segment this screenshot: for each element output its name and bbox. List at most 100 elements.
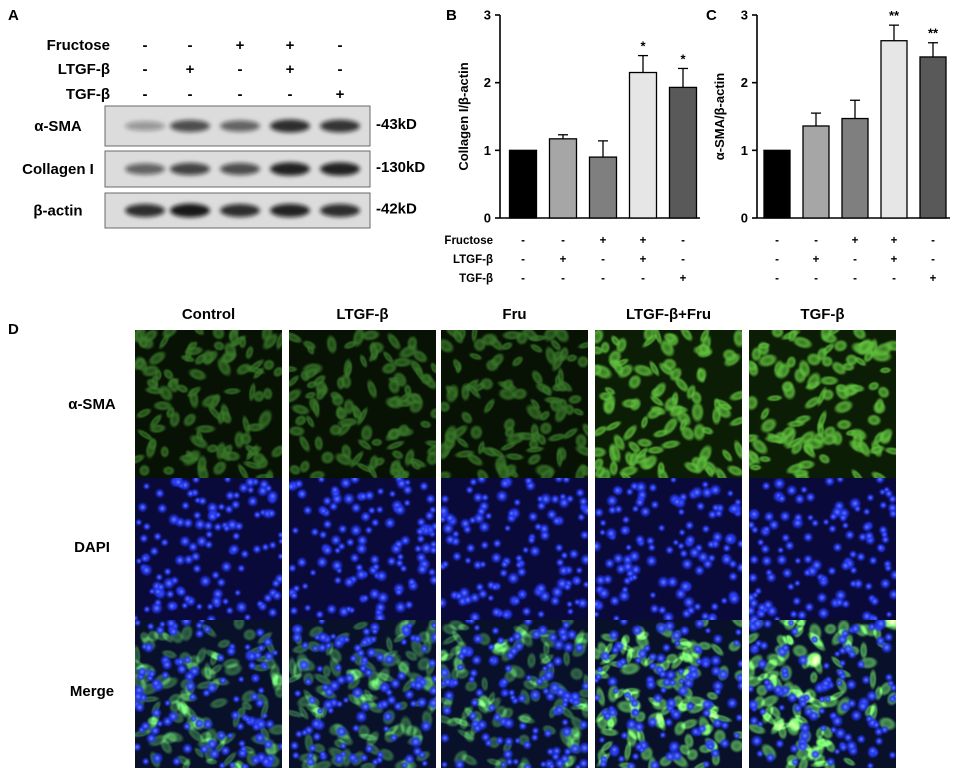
condition-label: LTGF-β — [453, 254, 493, 266]
panel-letter-b: B — [446, 7, 457, 24]
condition-label: Fructose — [444, 235, 493, 247]
minus-sign: - — [775, 254, 779, 266]
column-header-ltgf: LTGF-β — [336, 306, 389, 323]
merge-image-tgf — [749, 620, 896, 768]
plus-sign: + — [336, 86, 345, 103]
blot-band — [270, 119, 310, 133]
plus-sign: + — [813, 254, 820, 266]
condition-label: Fructose — [47, 37, 110, 54]
blot-strip — [104, 192, 371, 229]
y-tick-label: 1 — [484, 143, 491, 158]
y-axis-label: α-SMA/β-actin — [712, 73, 727, 160]
minus-sign: - — [143, 86, 148, 103]
molecular-weight-label: -42kD — [376, 201, 417, 218]
blot-band — [270, 203, 310, 218]
dapi-image-ltgf — [289, 478, 436, 620]
western-blot-panel: Fructose - - + + - LTGF-β - + - + - TGF-β - - - - + α-SMA -… — [22, 37, 425, 229]
collagen-bar-chart: 0 1 2 3 Collagen I/β-actin * * Fructose - - + + - LTG… — [444, 8, 700, 285]
minus-sign: - — [238, 61, 243, 78]
plus-sign: + — [640, 254, 647, 266]
bar — [588, 156, 618, 219]
plus-sign: + — [891, 254, 898, 266]
minus-sign: - — [853, 254, 857, 266]
plus-sign: + — [852, 235, 859, 247]
plus-sign: + — [560, 254, 567, 266]
panel-letter-a: A — [8, 7, 19, 24]
minus-sign: - — [681, 254, 685, 266]
minus-sign: - — [561, 235, 565, 247]
minus-sign: - — [521, 235, 525, 247]
alpha-sma-image-control — [135, 330, 282, 478]
minus-sign: - — [931, 254, 935, 266]
column-header-tgf: TGF-β — [800, 306, 845, 323]
minus-sign: - — [853, 273, 857, 285]
y-tick-label: 1 — [741, 143, 748, 158]
dapi-image-ltgf-fru — [595, 478, 742, 620]
blot-label: β-actin — [33, 203, 82, 220]
bar — [919, 56, 947, 219]
column-header-fru: Fru — [502, 306, 527, 323]
bar — [548, 138, 578, 219]
y-tick-label: 3 — [484, 8, 491, 23]
column-header-control: Control — [181, 306, 236, 323]
significance-marker: ** — [928, 26, 939, 41]
minus-sign: - — [338, 37, 343, 54]
merge-image-control — [135, 620, 282, 768]
panel-letter-c: C — [706, 7, 717, 24]
significance-marker: ** — [889, 8, 900, 23]
condition-label: LTGF-β — [58, 61, 110, 78]
minus-sign: - — [521, 254, 525, 266]
blot-band — [170, 203, 210, 218]
minus-sign: - — [188, 37, 193, 54]
row-label-dapi: DAPI — [74, 539, 110, 556]
y-tick-label: 0 — [741, 211, 748, 226]
panel-letter-d: D — [8, 321, 19, 338]
minus-sign: - — [814, 235, 818, 247]
blot-label: Collagen I — [22, 161, 94, 178]
plus-sign: + — [286, 37, 295, 54]
blot-band — [320, 119, 360, 133]
plus-sign: + — [600, 235, 607, 247]
column-header-ltgf-fru: LTGF-β+Fru — [625, 306, 712, 323]
plus-sign: + — [286, 61, 295, 78]
blot-band — [220, 163, 260, 175]
minus-sign: - — [338, 61, 343, 78]
condition-label: TGF-β — [459, 273, 493, 285]
molecular-weight-label: -43kD — [376, 116, 417, 133]
alpha-sma-image-ltgf — [289, 330, 436, 478]
alpha-sma-image-fru — [441, 330, 588, 478]
molecular-weight-label: -130kD — [376, 159, 425, 176]
minus-sign: - — [641, 273, 645, 285]
blot-band — [170, 120, 210, 132]
row-label-merge: Merge — [69, 683, 115, 700]
blot-band — [170, 162, 210, 176]
alpha-sma-image-ltgf-fru — [595, 330, 742, 478]
minus-sign: - — [775, 235, 779, 247]
alpha-sma-bar-chart: 0 1 2 3 α-SMA/β-actin ** ** - - + + - - + - + - - - - - + — [712, 8, 950, 285]
significance-marker: * — [680, 51, 686, 66]
plus-sign: + — [640, 235, 647, 247]
blot-strip — [104, 105, 371, 147]
minus-sign: - — [521, 273, 525, 285]
blot-band — [320, 204, 360, 217]
y-tick-label: 0 — [484, 211, 491, 226]
minus-sign: - — [238, 86, 243, 103]
minus-sign: - — [143, 37, 148, 54]
minus-sign: - — [143, 61, 148, 78]
panels-a-b-c: A B C Fructose - - + + - LTGF-β - + - + - TGF-β - - - - +… — [8, 7, 950, 285]
minus-sign: - — [188, 86, 193, 103]
merge-image-fru — [441, 620, 588, 768]
blot-label: α-SMA — [34, 118, 82, 135]
minus-sign: - — [288, 86, 293, 103]
plus-sign: + — [680, 273, 687, 285]
plus-sign: + — [186, 61, 195, 78]
bar — [802, 125, 830, 219]
y-tick-label: 2 — [741, 75, 748, 90]
minus-sign: - — [931, 235, 935, 247]
y-tick-label: 2 — [484, 75, 491, 90]
plus-sign: + — [236, 37, 245, 54]
plus-sign: + — [930, 273, 937, 285]
blot-band — [125, 204, 165, 217]
